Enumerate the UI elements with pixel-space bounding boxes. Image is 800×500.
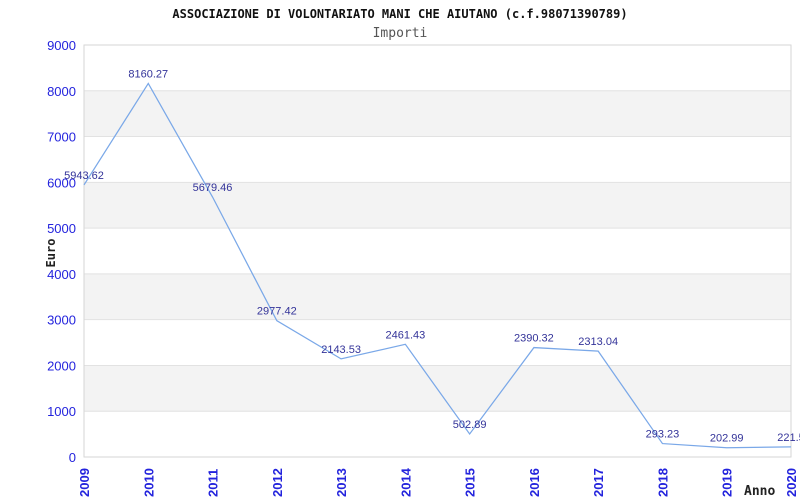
point-label: 8160.27 (128, 68, 168, 80)
y-tick-label: 5000 (47, 221, 76, 236)
y-tick-label: 8000 (47, 84, 76, 99)
y-tick-label: 7000 (47, 130, 76, 145)
point-label: 5679.46 (193, 182, 233, 194)
chart-subtitle: Importi (372, 26, 428, 41)
y-tick-label: 0 (69, 450, 76, 465)
x-tick-label: 2009 (77, 468, 92, 497)
x-tick-label: 2010 (141, 468, 156, 497)
plot-band (84, 273, 791, 320)
x-tick-label: 2020 (784, 468, 799, 497)
point-label: 502.89 (453, 419, 487, 431)
x-tick-label: 2013 (334, 468, 349, 497)
point-label: 221.5 (777, 432, 800, 444)
x-tick-label: 2018 (655, 468, 670, 497)
x-axis-label: Anno (744, 484, 775, 499)
point-label: 2461.43 (385, 329, 425, 341)
y-tick-label: 6000 (47, 175, 76, 190)
point-label: 202.99 (710, 433, 744, 445)
plot-band (84, 90, 791, 137)
y-tick-label: 3000 (47, 313, 76, 328)
x-tick-label: 2012 (270, 468, 285, 497)
point-label: 293.23 (646, 429, 680, 441)
point-label: 2143.53 (321, 344, 361, 356)
x-tick-label: 2015 (463, 468, 478, 497)
y-tick-label: 1000 (47, 404, 76, 419)
x-tick-label: 2016 (527, 468, 542, 497)
y-axis-label: Euro (44, 239, 58, 268)
x-tick-label: 2014 (398, 467, 413, 497)
chart-line (83, 82, 792, 449)
x-tick-label: 2011 (206, 469, 221, 497)
y-tick-label: 4000 (47, 267, 76, 282)
y-tick-label: 2000 (47, 358, 76, 373)
y-tick-label: 9000 (47, 38, 76, 53)
point-label: 2313.04 (578, 336, 618, 348)
point-label: 2390.32 (514, 333, 554, 345)
x-tick-label: 2019 (720, 468, 735, 497)
point-label: 2977.42 (257, 306, 297, 318)
x-tick-label: 2017 (591, 468, 606, 497)
page-title: ASSOCIAZIONE DI VOLONTARIATO MANI CHE AI… (172, 7, 628, 21)
plot-band (84, 182, 791, 229)
point-label: 5943.62 (64, 170, 104, 182)
plot-border (83, 44, 792, 458)
